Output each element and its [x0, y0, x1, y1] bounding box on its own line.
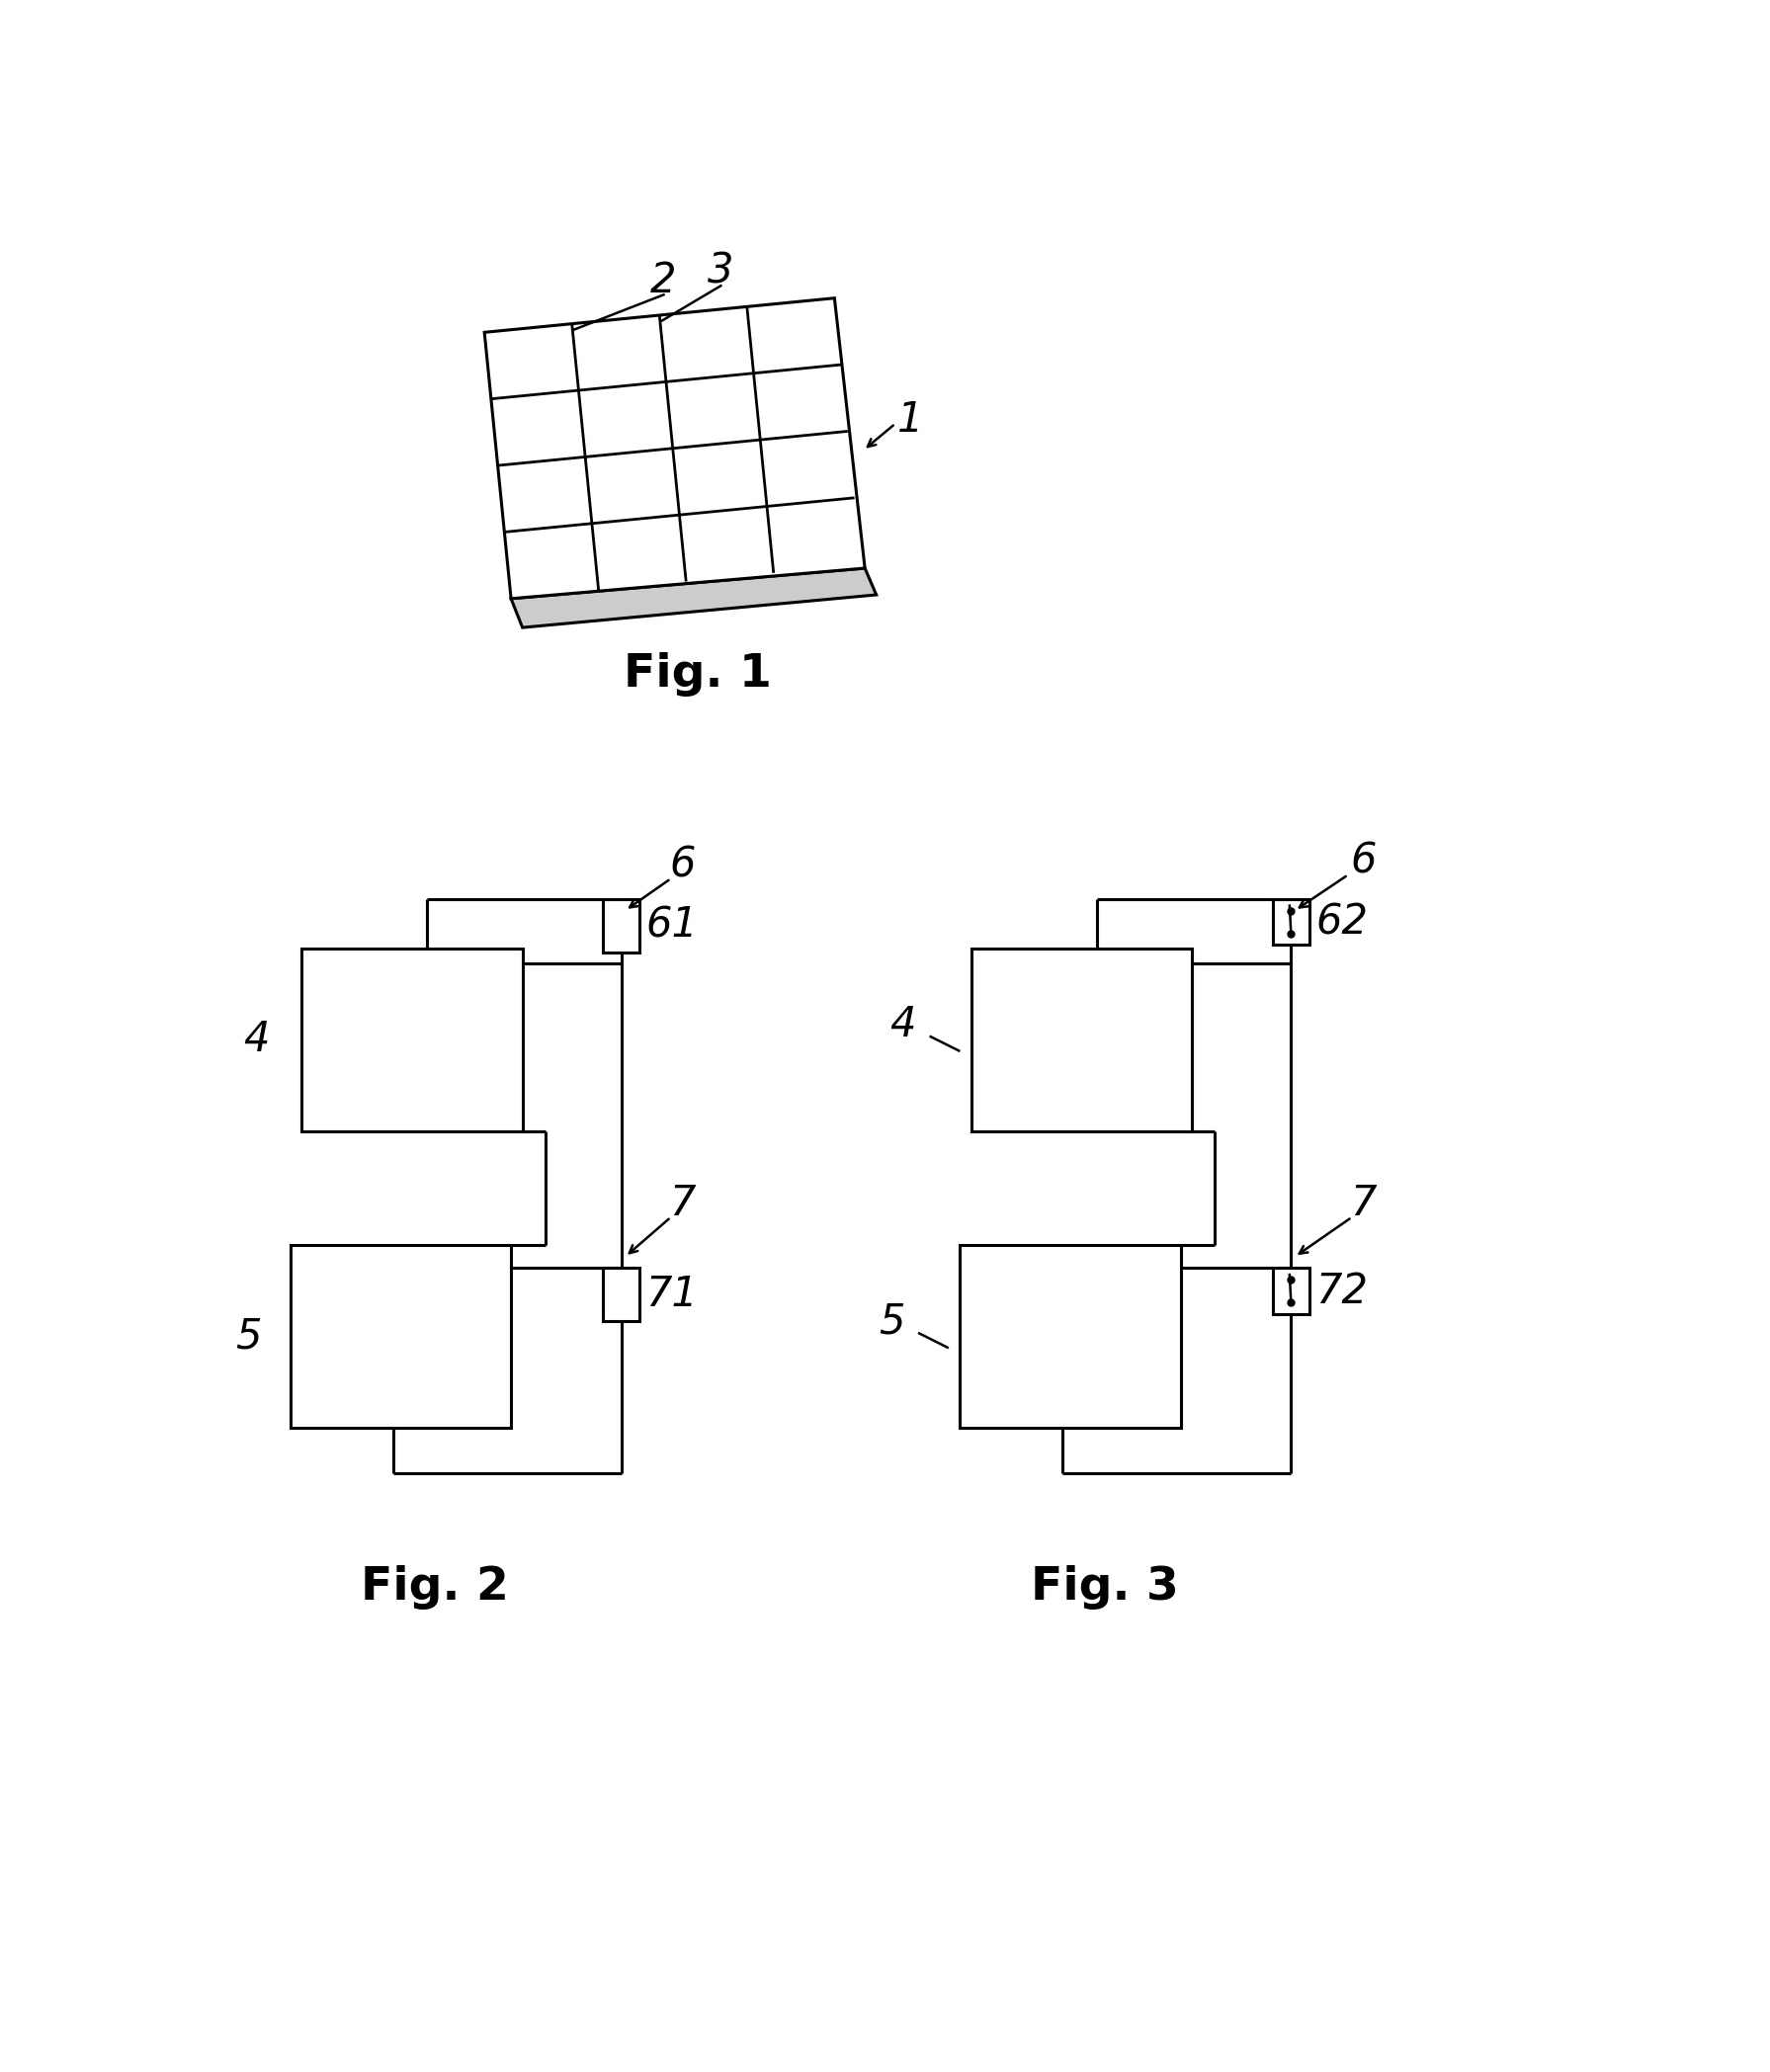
Text: 4: 4	[890, 1005, 917, 1046]
Text: 6: 6	[1351, 841, 1377, 883]
Bar	[604, 899, 639, 953]
Text: 6: 6	[669, 843, 696, 885]
Text: Fig. 1: Fig. 1	[623, 653, 772, 696]
Text: 7: 7	[669, 1183, 696, 1225]
Text: 62: 62	[1315, 901, 1368, 943]
Text: 2: 2	[650, 259, 676, 300]
Bar	[301, 949, 522, 1131]
Text: 4: 4	[242, 1019, 269, 1061]
Text: 5: 5	[235, 1316, 262, 1357]
Bar	[604, 1268, 639, 1322]
Text: 5: 5	[878, 1301, 904, 1343]
Polygon shape	[485, 298, 866, 599]
Bar	[1273, 1268, 1310, 1314]
Bar	[959, 1245, 1181, 1428]
Text: 71: 71	[646, 1274, 697, 1316]
Text: 3: 3	[708, 251, 733, 292]
Bar	[1273, 899, 1310, 945]
Text: Fig. 2: Fig. 2	[361, 1566, 510, 1610]
Text: 7: 7	[1351, 1183, 1377, 1225]
Bar	[972, 949, 1193, 1131]
Text: Fig. 3: Fig. 3	[1030, 1566, 1179, 1610]
Polygon shape	[512, 568, 876, 628]
Text: 72: 72	[1315, 1270, 1368, 1312]
Text: 1: 1	[897, 400, 924, 441]
Bar	[290, 1245, 512, 1428]
Text: 61: 61	[646, 905, 697, 947]
